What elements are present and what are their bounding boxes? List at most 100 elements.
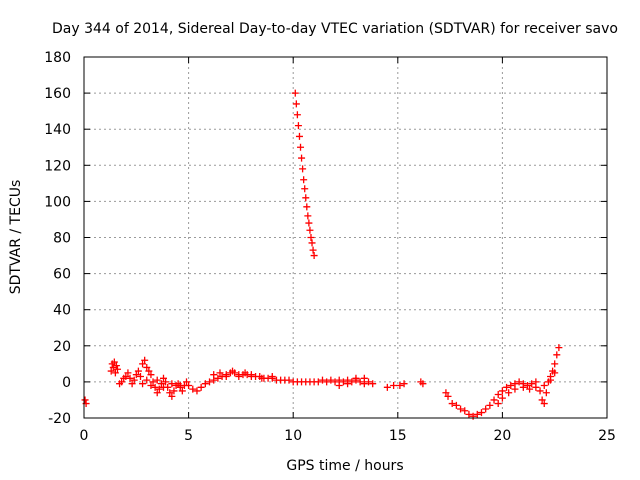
data-point — [344, 380, 352, 388]
data-point — [507, 382, 515, 390]
y-tick-label: 40 — [53, 303, 71, 319]
data-point — [532, 383, 540, 391]
data-point — [465, 410, 473, 418]
data-point — [145, 367, 153, 375]
data-point — [147, 382, 155, 390]
data-point — [327, 376, 335, 384]
data-point — [168, 380, 176, 388]
x-tick-label: 5 — [184, 428, 193, 444]
data-point — [369, 380, 377, 388]
data-point — [241, 369, 249, 377]
data-point — [335, 382, 343, 390]
data-point — [141, 356, 149, 364]
data-point — [348, 378, 356, 386]
data-point — [159, 374, 167, 382]
data-point — [538, 396, 546, 404]
data-point — [304, 212, 312, 220]
data-point — [124, 369, 132, 377]
data-point — [448, 400, 456, 408]
data-point — [268, 372, 276, 380]
data-point — [494, 400, 502, 408]
data-point — [301, 185, 309, 193]
data-point — [193, 387, 201, 395]
data-point — [551, 369, 559, 377]
data-point — [153, 376, 161, 384]
data-point — [153, 389, 161, 397]
data-point — [419, 380, 427, 388]
data-point — [183, 378, 191, 386]
data-point — [176, 382, 184, 390]
data-point — [235, 372, 243, 380]
y-tick-label: 0 — [62, 375, 71, 391]
y-tick-label: 160 — [44, 86, 71, 102]
x-tick-label: 0 — [80, 428, 89, 444]
data-point — [300, 176, 308, 184]
x-tick-label: 10 — [284, 428, 302, 444]
data-point — [308, 239, 316, 247]
data-point — [477, 409, 485, 417]
data-point — [291, 89, 299, 97]
data-point — [505, 389, 513, 397]
data-point — [540, 382, 548, 390]
data-point — [482, 405, 490, 413]
data-point — [547, 376, 555, 384]
x-axis-label: GPS time / hours — [286, 458, 403, 474]
data-point — [113, 365, 121, 373]
data-point — [524, 382, 532, 390]
data-point — [128, 380, 136, 388]
data-point — [162, 378, 170, 386]
data-point — [134, 367, 142, 375]
data-point — [503, 383, 511, 391]
data-point — [214, 374, 222, 382]
data-point — [136, 372, 144, 380]
data-point — [130, 376, 138, 384]
ticks: 0 5 10 15 20 25 -20 0 20 40 60 80 100 120 140 160 180 — [44, 50, 616, 444]
y-tick-label: 120 — [44, 158, 71, 174]
data-point — [536, 387, 544, 395]
y-axis-label: SDTVAR / TECUs — [8, 180, 24, 295]
data-point — [526, 385, 534, 393]
data-point — [258, 374, 266, 382]
data-point — [118, 378, 126, 386]
data-point — [528, 380, 536, 388]
y-tick-label: 100 — [44, 194, 71, 210]
data-point — [159, 383, 167, 391]
data-point — [297, 143, 305, 151]
y-tick-label: 180 — [44, 50, 71, 66]
data-point — [452, 401, 460, 409]
data-point — [299, 165, 307, 173]
x-tick-label: 25 — [598, 428, 616, 444]
data-point — [365, 378, 373, 386]
data-point — [540, 400, 548, 408]
data-point — [185, 382, 193, 390]
data-point — [294, 122, 302, 130]
data-point — [122, 372, 130, 380]
data-point — [189, 385, 197, 393]
data-point — [473, 410, 481, 418]
data-point — [469, 412, 477, 420]
y-tick-label: 80 — [53, 231, 71, 247]
data-point — [314, 378, 322, 386]
data-point — [318, 376, 326, 384]
data-point — [285, 376, 293, 384]
data-point — [360, 374, 368, 382]
y-tick-label: 20 — [53, 339, 71, 355]
data-point — [157, 380, 165, 388]
data-point — [519, 383, 527, 391]
data-point — [442, 389, 450, 397]
data-point — [149, 378, 157, 386]
data-point — [216, 369, 224, 377]
data-point — [498, 387, 506, 395]
data-point — [222, 372, 230, 380]
data-point — [498, 394, 506, 402]
data-point — [178, 387, 186, 395]
data-point — [515, 378, 523, 386]
data-point — [457, 405, 465, 413]
data-point — [383, 383, 391, 391]
data-point — [295, 132, 303, 140]
data-point — [352, 374, 360, 382]
data-point — [139, 360, 147, 368]
data-point — [298, 154, 306, 162]
data-point — [305, 219, 313, 227]
data-point — [551, 360, 559, 368]
